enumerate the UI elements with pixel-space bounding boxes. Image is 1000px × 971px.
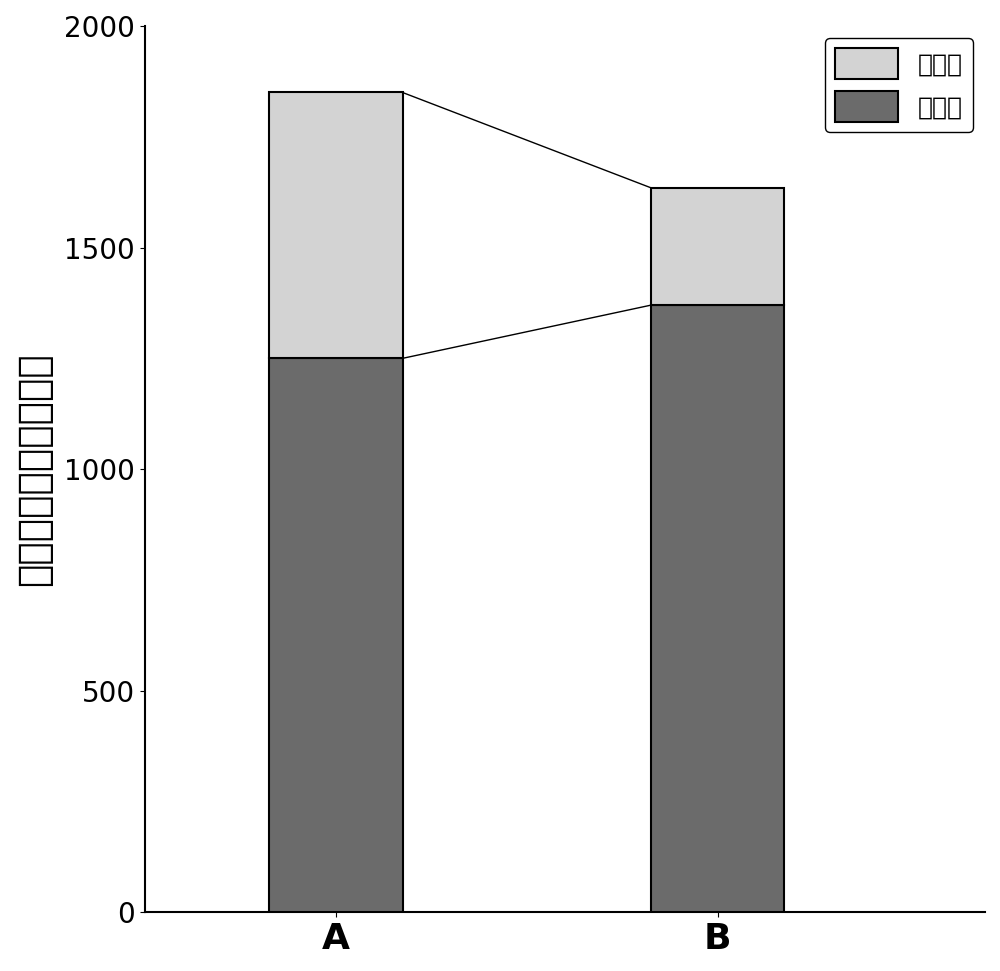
Legend: 负相关, 正相关: 负相关, 正相关 xyxy=(825,39,972,132)
Y-axis label: 微生物共存网络关联性: 微生物共存网络关联性 xyxy=(15,352,53,586)
Bar xyxy=(269,358,403,913)
Bar xyxy=(651,187,784,305)
Bar xyxy=(651,305,784,913)
Bar xyxy=(269,92,403,358)
